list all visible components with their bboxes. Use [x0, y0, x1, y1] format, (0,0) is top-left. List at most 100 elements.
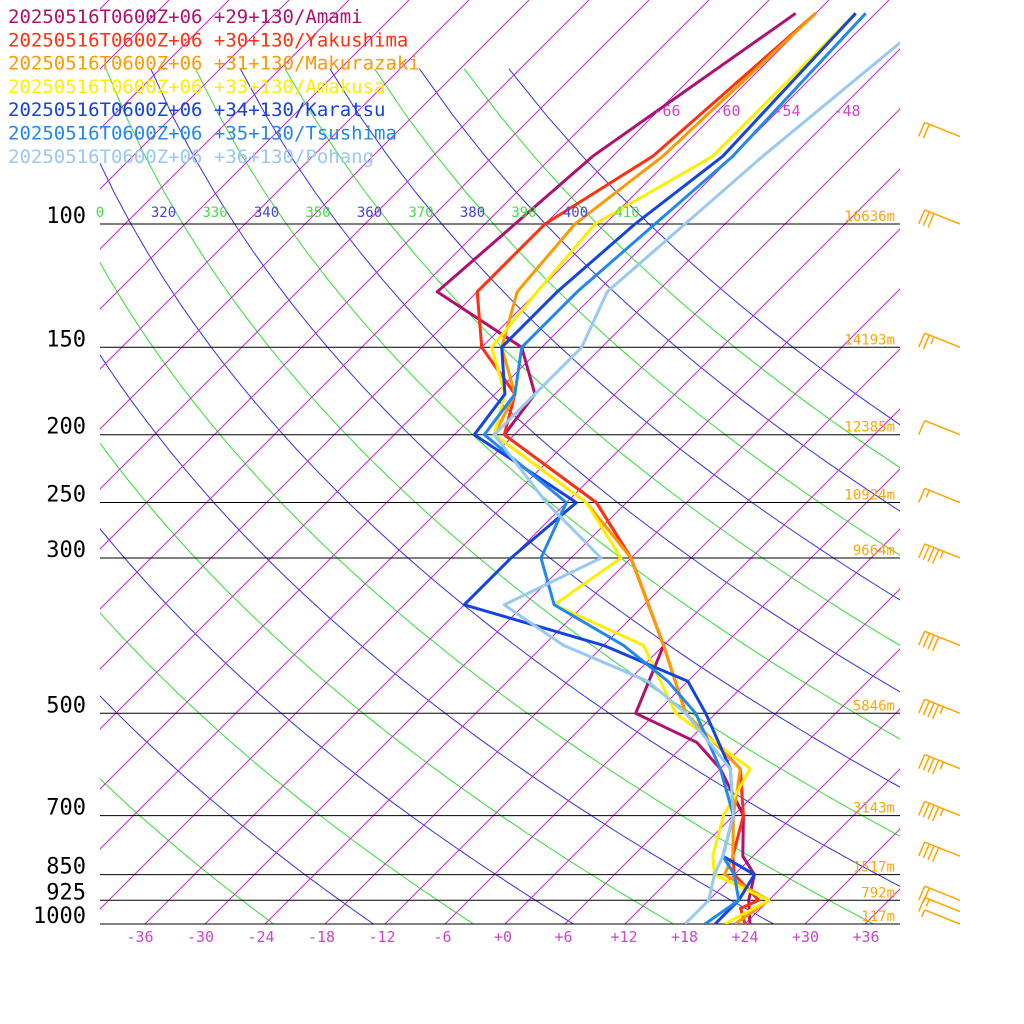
- wind-barb: [918, 698, 961, 720]
- dry-adiabat-line: [100, 527, 575, 924]
- dry-adiabat-line: [284, 68, 900, 647]
- legend-entry: 20250516T0600Z+06 +36+130/Pohang: [8, 146, 374, 168]
- pressure-label: 500: [46, 693, 86, 718]
- isotherm-line: [504, 528, 900, 924]
- wind-barb: [918, 753, 961, 775]
- legend: 20250516T0600Z+06 +29+130/Amami20250516T…: [8, 6, 420, 168]
- height-label: 5846m: [853, 698, 895, 714]
- pressure-label: 150: [46, 327, 86, 352]
- pressure-label: 925: [46, 880, 86, 905]
- height-label: 117m: [861, 909, 895, 925]
- pressure-label: 250: [46, 483, 86, 508]
- dry-adiabat-line: [150, 68, 900, 788]
- dry-adiabat-line: [100, 611, 475, 924]
- height-label: 9664m: [853, 543, 895, 559]
- sounding-line: [490, 12, 857, 924]
- dry-adiabat-line: [100, 442, 675, 924]
- temperature-tick-label: +18: [671, 928, 698, 946]
- temperature-tick-label: -36: [126, 928, 153, 946]
- isotherm-line: [985, 0, 1024, 924]
- height-label: 12385m: [844, 420, 895, 436]
- legend-entry: 20250516T0600Z+06 +31+130/Makurazaki: [8, 53, 420, 75]
- isotherm-line: [100, 0, 290, 190]
- legend-entry: 20250516T0600Z+06 +34+130/Karatsu: [8, 99, 386, 121]
- isotherm-line: [204, 228, 900, 924]
- isotherm-line: [624, 648, 900, 924]
- isotherm-line: [804, 828, 900, 924]
- dry-adiabat-line: [374, 68, 900, 556]
- pressure-label: 700: [46, 796, 86, 821]
- isotherm-line: [100, 0, 770, 670]
- isotherm-line: [100, 0, 410, 310]
- temperature-tick-label: -6: [433, 928, 451, 946]
- isotherm-line: [100, 0, 830, 730]
- wind-barb: [918, 332, 961, 350]
- dry-adiabat-line: [105, 68, 900, 837]
- pressure-label: 1000: [33, 904, 86, 929]
- height-label: 3143m: [853, 801, 895, 817]
- theta-label: 380: [460, 205, 485, 221]
- sounding-line: [492, 12, 817, 924]
- isotherm-line: [100, 0, 710, 610]
- theta-label: 330: [202, 205, 227, 221]
- isotherm-line: [684, 708, 900, 924]
- theta-label: 390: [511, 205, 536, 221]
- sounding-line: [492, 40, 900, 924]
- temperature-tick-label: +36: [852, 928, 879, 946]
- height-label: 792m: [861, 885, 895, 901]
- theta-label: 360: [357, 205, 382, 221]
- wind-barb: [918, 543, 961, 564]
- wind-barb: [918, 121, 961, 139]
- pressure-label: 850: [46, 855, 86, 880]
- isotherm-line: [864, 888, 900, 924]
- wind-barb: [918, 841, 961, 862]
- theta-label: 0: [96, 205, 104, 221]
- height-label: 10924m: [844, 488, 895, 504]
- theta-label: 320: [151, 205, 176, 221]
- dry-adiabat-line: [195, 68, 900, 740]
- wind-barb: [918, 800, 961, 822]
- temperature-tick-label: +30: [792, 928, 819, 946]
- isotherm-line: [100, 0, 350, 250]
- isotherm-line: [264, 288, 900, 924]
- isobars: [100, 223, 900, 925]
- axis-labels: 100 16636m 150 14193m 200 12385m 250 10924m 300 9…: [33, 102, 895, 946]
- isotherm-line: [100, 0, 650, 550]
- wind-barb: [918, 885, 961, 903]
- dry-adiabat-line: [329, 68, 900, 601]
- legend-entry: 20250516T0600Z+06 +35+130/Tsushima: [8, 123, 397, 145]
- temperature-tick-label: -30: [187, 928, 214, 946]
- isotherm-line: [100, 48, 900, 850]
- temperature-tick-label: -18: [308, 928, 335, 946]
- theta-label: 370: [408, 205, 433, 221]
- wind-barbs: [918, 121, 961, 925]
- theta-label: 350: [305, 205, 330, 221]
- isotherm-line: [100, 108, 900, 910]
- height-label: 14193m: [844, 332, 895, 348]
- isotherm-line: [144, 168, 900, 924]
- theta-label: 340: [254, 205, 279, 221]
- upper-isotherm-label: -60: [713, 102, 740, 120]
- isotherm-line: [324, 348, 900, 924]
- dry-adiabat-line: [100, 261, 875, 924]
- pressure-label: 100: [46, 204, 86, 229]
- temperature-tick-label: -24: [247, 928, 274, 946]
- upper-isotherm-label: -54: [773, 102, 800, 120]
- temperature-tick-label: +6: [554, 928, 572, 946]
- pressure-label: 300: [46, 538, 86, 563]
- wind-barb: [918, 487, 961, 504]
- isotherms: [100, 0, 1024, 924]
- isotherm-line: [100, 0, 590, 490]
- upper-isotherm-label: -48: [833, 102, 860, 120]
- wind-barb: [918, 630, 961, 652]
- wind-barb: [918, 209, 961, 228]
- temperature-tick-label: -12: [368, 928, 395, 946]
- wind-barb: [921, 909, 961, 925]
- legend-entry: 20250516T0600Z+06 +30+130/Yakushima: [8, 29, 408, 51]
- dry-adiabat-line: [239, 68, 900, 693]
- temperature-tick-label: +0: [494, 928, 512, 946]
- height-label: 16636m: [844, 209, 895, 225]
- theta-label: 410: [614, 205, 639, 221]
- dry-adiabat-line: [100, 162, 900, 887]
